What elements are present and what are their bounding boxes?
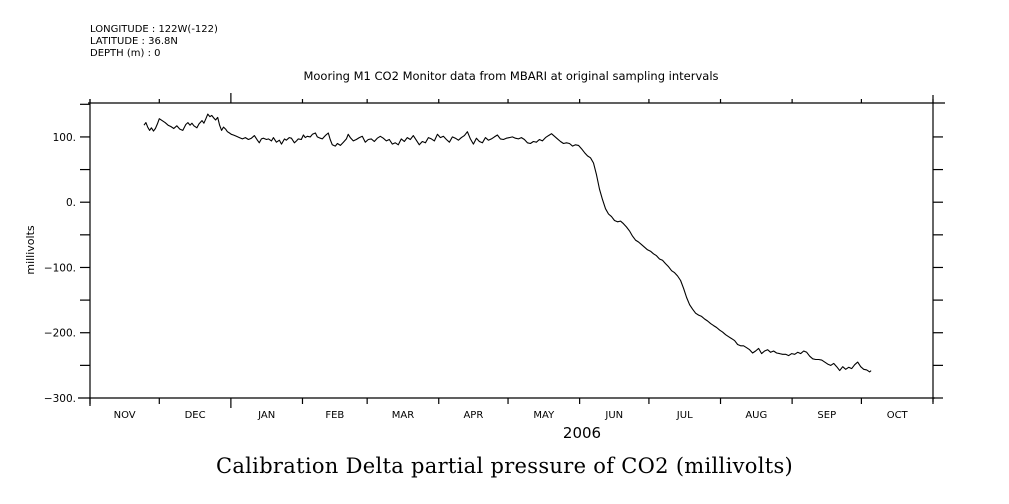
x-tick-label: MAY [533, 410, 555, 421]
x-tick-label: OCT [887, 410, 909, 421]
y-tick-label: 0. [66, 197, 76, 209]
x-tick-label: MAR [392, 410, 414, 421]
series-line [143, 113, 872, 373]
x-tick-label: NOV [114, 410, 136, 421]
y-axis-label: millivolts [24, 225, 37, 275]
chart-title: Mooring M1 CO2 Monitor data from MBARI a… [303, 69, 718, 83]
x-tick-label: AUG [745, 410, 767, 421]
x-tick-label: JUN [604, 410, 623, 421]
y-tick-label: −300. [44, 393, 76, 405]
longitude-label: LONGITUDE : 122W(-122) [90, 24, 218, 35]
x-tick-label: SEP [817, 410, 836, 421]
y-tick-label: −100. [44, 262, 76, 274]
y-tick-label: 100. [53, 132, 76, 144]
depth-label: DEPTH (m) : 0 [90, 48, 161, 59]
x-tick-label: JUL [676, 410, 693, 421]
x-tick-label: DEC [185, 410, 206, 421]
latitude-label: LATITUDE : 36.8N [90, 36, 178, 47]
x-tick-label: APR [463, 410, 483, 421]
series-layer [143, 113, 872, 373]
y-tick-label: −200. [44, 328, 76, 340]
bottom-title: Calibration Delta partial pressure of CO… [215, 454, 794, 478]
location-metadata: LONGITUDE : 122W(-122) LATITUDE : 36.8N … [90, 24, 218, 60]
x-axis-label: 2006 [563, 424, 601, 442]
x-axis: NOV DEC JAN FEB MAR APR MAY JUN JUL AUG SEP OCT [89, 93, 934, 421]
x-tick-label: FEB [325, 410, 344, 421]
y-axis: 100. 0. −100. −200. −300. [44, 103, 943, 405]
x-tick-label: JAN [257, 410, 275, 421]
